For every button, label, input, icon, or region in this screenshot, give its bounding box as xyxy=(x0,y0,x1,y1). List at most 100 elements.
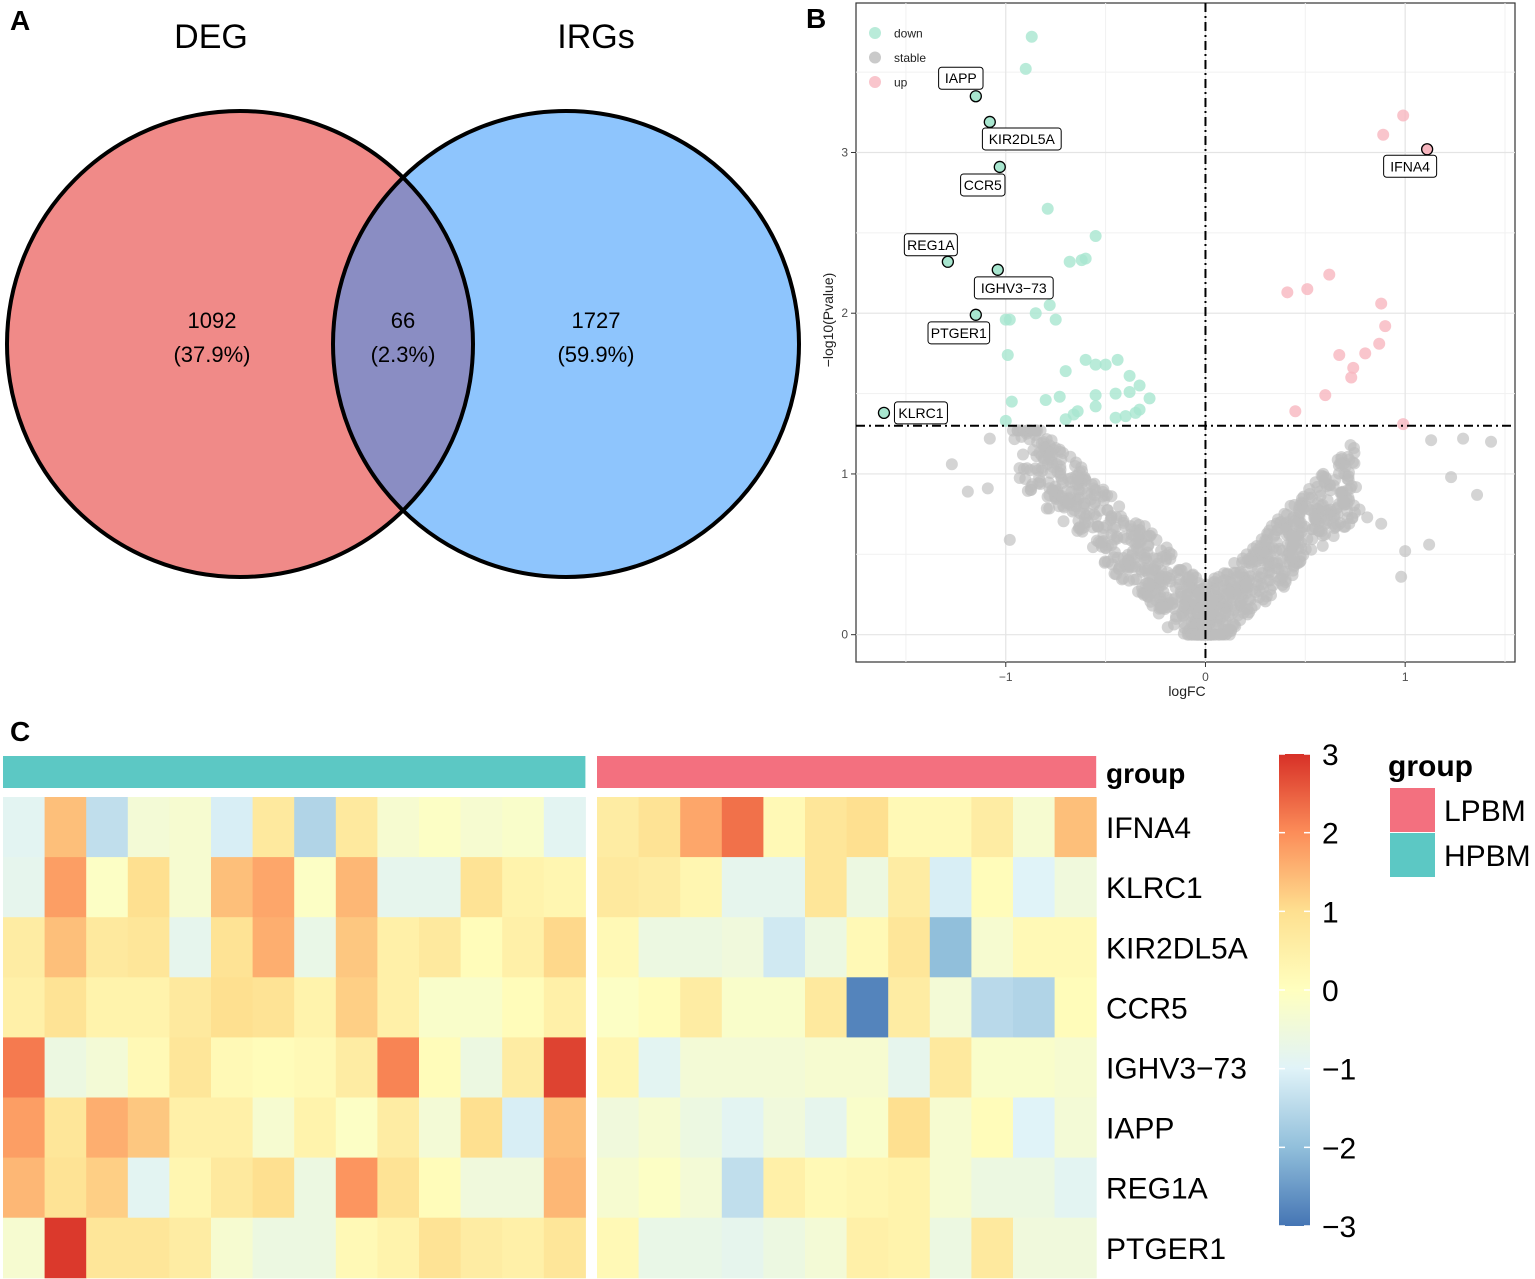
volcano-point-stable xyxy=(1255,578,1268,591)
heatmap-cell xyxy=(127,1097,170,1159)
heatmap-cell xyxy=(44,1157,87,1219)
heatmap-cell xyxy=(44,1097,87,1159)
volcano-point-stable xyxy=(1016,448,1029,461)
volcano-point-labeled xyxy=(877,406,891,420)
volcano-point-stable xyxy=(1031,424,1044,437)
volcano-point-stable xyxy=(1195,628,1208,641)
volcano-point-down xyxy=(999,414,1012,427)
volcano-point-stable xyxy=(945,458,958,471)
heatmap-cell xyxy=(86,917,129,978)
heatmap-cell xyxy=(805,797,848,858)
heatmap-cell xyxy=(211,1097,254,1159)
volcano-point-stable xyxy=(1311,496,1324,509)
heatmap-cell xyxy=(127,1037,170,1098)
volcano-point-stable xyxy=(1264,589,1277,602)
volcano-point-stable xyxy=(1127,573,1140,586)
volcano-point-stable xyxy=(1047,461,1060,474)
volcano-xtick-label: 1 xyxy=(1402,670,1409,684)
heatmap-cell xyxy=(680,1157,723,1219)
venn-pct-irgs: (59.9%) xyxy=(557,342,634,367)
heatmap-cell xyxy=(929,917,972,978)
heatmap-cell xyxy=(680,1217,723,1279)
volcano-point-down xyxy=(1059,365,1072,378)
volcano-point-stable xyxy=(1255,567,1268,580)
group-legend-key-lpbm xyxy=(1390,788,1435,832)
heatmap-cell xyxy=(971,1097,1014,1159)
volcano-point-stable xyxy=(1086,521,1099,534)
volcano-point-up xyxy=(1281,286,1294,299)
volcano-point-up xyxy=(1347,361,1360,374)
annotation-bar-lpbm xyxy=(597,756,1097,788)
heatmap-cell xyxy=(419,977,462,1038)
heatmap-cell xyxy=(127,857,170,918)
heatmap-cell xyxy=(846,1037,889,1098)
gene-label: PTGER1 xyxy=(931,325,987,341)
heatmap-cell xyxy=(294,1157,337,1219)
gene-label-box xyxy=(927,321,991,345)
heatmap-cell xyxy=(971,1157,1014,1219)
volcano-point-down xyxy=(1111,353,1124,366)
volcano-point-stable xyxy=(1113,562,1126,575)
heatmap-cell xyxy=(377,977,420,1038)
heatmap-cell xyxy=(502,1097,545,1159)
heatmap-row-label: PTGER1 xyxy=(1106,1233,1226,1266)
panel-label-a: A xyxy=(10,5,30,36)
heatmap-cell xyxy=(805,1037,848,1098)
gene-label: IAPP xyxy=(945,70,977,86)
volcano-point-down xyxy=(1129,406,1142,419)
heatmap-cell xyxy=(211,1037,254,1098)
heatmap-cell xyxy=(335,917,378,978)
volcano-point-down xyxy=(1119,410,1132,423)
heatmap-cell xyxy=(44,857,87,918)
heatmap-cell xyxy=(888,977,931,1038)
gene-label-box xyxy=(938,66,984,90)
volcano-point-stable xyxy=(1166,593,1179,606)
volcano-point-stable xyxy=(1024,483,1037,496)
volcano-point-stable xyxy=(1006,424,1019,437)
heatmap-cell xyxy=(638,1157,681,1219)
heatmap-cell xyxy=(543,797,586,858)
volcano-point-stable xyxy=(1250,539,1263,552)
heatmap-cell xyxy=(44,1037,87,1098)
volcano-point-stable xyxy=(1423,538,1436,551)
heatmap-cell xyxy=(680,917,723,978)
volcano-point-stable xyxy=(1173,573,1186,586)
volcano-point-down xyxy=(1041,202,1054,215)
heatmap-cell xyxy=(294,1217,337,1279)
heatmap-cell xyxy=(1054,1097,1097,1159)
heatmap-cell xyxy=(1054,977,1097,1038)
heatmap-cell xyxy=(971,917,1014,978)
volcano-point-stable xyxy=(1143,529,1156,542)
volcano-point-stable xyxy=(1289,537,1302,550)
heatmap-cell xyxy=(680,1097,723,1159)
venn-diagram: DEG IRGs 1092 (37.9%) 66 (2.3%) 1727 (59… xyxy=(5,18,801,579)
venn-title-deg: DEG xyxy=(174,18,248,56)
volcano-point-stable xyxy=(1154,572,1167,585)
heatmap-cell xyxy=(502,1217,545,1279)
volcano-point-stable xyxy=(1057,515,1070,528)
heatmap-cell xyxy=(721,797,764,858)
volcano-point-stable xyxy=(1206,594,1219,607)
heatmap-cell xyxy=(252,1037,295,1098)
heatmap-cell xyxy=(846,797,889,858)
volcano-point-down xyxy=(1005,395,1018,408)
heatmap-cell xyxy=(252,797,295,858)
heatmap-cell xyxy=(294,857,337,918)
heatmap-cell xyxy=(377,797,420,858)
heatmap-cell xyxy=(721,1097,764,1159)
gene-label: REG1A xyxy=(907,237,955,253)
volcano-point-labeled xyxy=(941,255,955,268)
group-legend: group LPBM HPBM xyxy=(1388,750,1531,877)
heatmap-cell xyxy=(971,1037,1014,1098)
heatmap-cell xyxy=(597,857,640,918)
volcano-point-stable xyxy=(1337,495,1350,508)
venn-count-overlap: 66 xyxy=(391,308,415,333)
heatmap-cell xyxy=(3,1097,46,1159)
volcano-xtick-label: 0 xyxy=(1202,670,1209,684)
volcano-point-up xyxy=(1397,109,1410,122)
heatmap-cell xyxy=(460,857,503,918)
heatmap-cell xyxy=(502,857,545,918)
volcano-point-stable xyxy=(1253,591,1266,604)
heatmap-cell xyxy=(805,917,848,978)
heatmap-cell xyxy=(127,977,170,1038)
